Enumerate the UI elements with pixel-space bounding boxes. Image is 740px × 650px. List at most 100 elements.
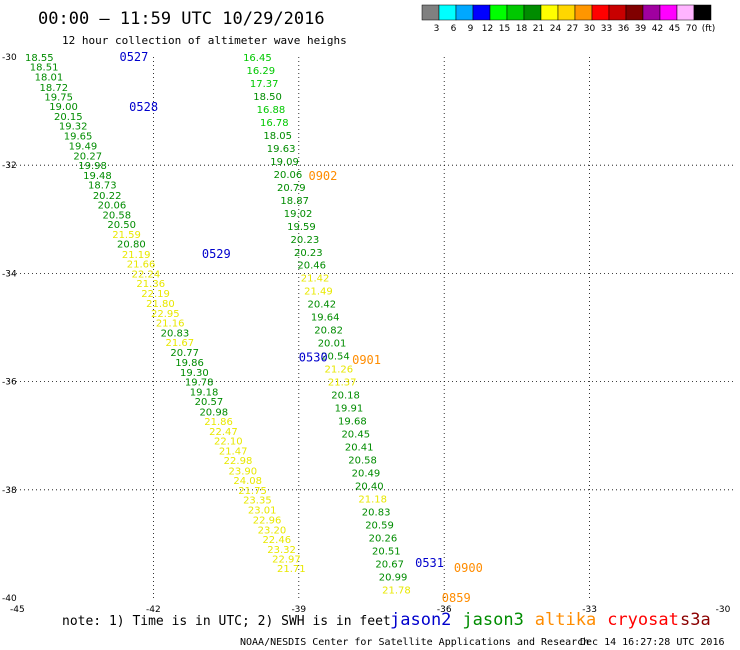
chart-title: 00:00 — 11:59 UTC 10/29/2016 bbox=[38, 9, 325, 29]
wave-height-label: 22.10 bbox=[214, 437, 243, 448]
wave-height-label: 20.83 bbox=[161, 328, 190, 339]
wave-height-label: 19.00 bbox=[49, 102, 78, 113]
legend-entry: jason2 bbox=[390, 610, 451, 630]
track-time-label: 0530 bbox=[299, 350, 328, 364]
wave-height-label: 19.49 bbox=[69, 142, 98, 153]
color-scale-label: 33 bbox=[601, 24, 612, 34]
wave-height-label: 21.59 bbox=[112, 230, 141, 241]
wave-height-label: 16.78 bbox=[260, 118, 289, 129]
legend-entry: s3a bbox=[680, 610, 711, 630]
wave-height-label: 16.88 bbox=[257, 105, 286, 116]
wave-height-label: 21.37 bbox=[328, 378, 357, 389]
wave-height-label: 21.66 bbox=[127, 260, 156, 271]
color-scale-swatch bbox=[676, 4, 695, 21]
axis-ticks: -30 -32 -34 -36 -38 -40-45 -42 -39 -36 -33 -30 bbox=[2, 53, 731, 615]
wave-height-label: 21.78 bbox=[382, 585, 411, 596]
color-scale-swatch bbox=[693, 4, 712, 21]
wave-height-label: 19.18 bbox=[190, 387, 219, 398]
wave-height-label: 20.58 bbox=[348, 456, 377, 467]
wave-height-label: 24.08 bbox=[233, 476, 262, 487]
color-scale-swatch bbox=[489, 4, 508, 21]
wave-height-label: 20.57 bbox=[195, 397, 224, 408]
wave-height-label: 22.24 bbox=[132, 269, 161, 280]
wave-height-label: 20.45 bbox=[341, 430, 370, 441]
wave-height-label: 22.96 bbox=[253, 516, 282, 527]
color-scale-label: 39 bbox=[635, 24, 647, 34]
wave-height-label: 19.75 bbox=[44, 92, 73, 103]
color-scale-label: 45 bbox=[669, 24, 680, 34]
wave-height-label: 21.49 bbox=[304, 287, 333, 298]
wave-height-label: 21.75 bbox=[238, 486, 267, 497]
color-scale-label: 42 bbox=[652, 24, 663, 34]
wave-height-label: 19.91 bbox=[335, 404, 364, 415]
color-scale-label: 70 bbox=[686, 24, 698, 34]
color-scale-label: 30 bbox=[584, 24, 596, 34]
wave-height-label: 19.63 bbox=[267, 144, 296, 155]
color-scale-label: 27 bbox=[567, 24, 578, 34]
track-time-label: 0527 bbox=[119, 50, 148, 64]
color-scale-swatch bbox=[455, 4, 474, 21]
y-tick-label: -40 bbox=[2, 594, 17, 604]
wave-height-label: 20.26 bbox=[369, 533, 398, 544]
track-time-label: 0901 bbox=[352, 353, 381, 367]
track-time-labels: 0527 0528 0529 0530 0531 0902 0901 0900 0859 bbox=[119, 50, 482, 605]
wave-height-label: 19.64 bbox=[311, 313, 340, 324]
wave-height-label: 19.86 bbox=[175, 358, 204, 369]
track-time-label: 0902 bbox=[308, 169, 337, 183]
wave-height-label: 21.67 bbox=[166, 338, 195, 349]
color-scale-label: 3 bbox=[434, 24, 440, 34]
color-scale-swatch bbox=[659, 4, 678, 21]
color-scale-label: (ft) bbox=[702, 24, 716, 34]
wave-height-label: 21.86 bbox=[204, 417, 233, 428]
color-scale-label: 12 bbox=[482, 24, 493, 34]
wave-height-label: 19.09 bbox=[270, 157, 299, 168]
color-scale-swatch bbox=[574, 4, 593, 21]
track-time-label: 0859 bbox=[442, 591, 471, 605]
wave-height-label: 21.80 bbox=[146, 299, 175, 310]
wave-height-label: 21.26 bbox=[324, 365, 353, 376]
wave-height-label: 22.46 bbox=[262, 535, 291, 546]
wave-height-label: 20.23 bbox=[291, 235, 320, 246]
track-time-label: 0900 bbox=[454, 561, 483, 575]
x-tick-label: -39 bbox=[291, 605, 306, 615]
timestamp-text: Dec 14 16:27:28 UTC 2016 bbox=[580, 637, 725, 648]
satellite-legend: jason2 jason3 altika cryosat s3a bbox=[390, 610, 711, 630]
wave-height-label: 20.46 bbox=[297, 261, 326, 272]
wave-height-label: 20.06 bbox=[274, 170, 303, 181]
color-scale-label: 24 bbox=[550, 24, 562, 34]
wave-height-label: 19.02 bbox=[284, 209, 313, 220]
wave-height-label: 18.55 bbox=[25, 53, 54, 64]
wave-height-label: 21.19 bbox=[122, 250, 151, 261]
wave-height-label: 18.51 bbox=[30, 63, 59, 74]
x-tick-label: -42 bbox=[146, 605, 161, 615]
wave-height-label: 22.97 bbox=[272, 555, 301, 566]
wave-height-label: 21.71 bbox=[277, 564, 306, 575]
wave-height-label: 22.98 bbox=[224, 456, 253, 467]
wave-height-label: 20.77 bbox=[170, 348, 199, 359]
track-time-label: 0528 bbox=[129, 100, 158, 114]
wave-height-label: 20.54 bbox=[321, 352, 350, 363]
wave-height-label: 23.32 bbox=[267, 545, 296, 556]
legend-entry: jason3 bbox=[462, 610, 523, 630]
wave-height-label: 23.20 bbox=[258, 525, 287, 536]
wave-height-label: 23.90 bbox=[229, 466, 258, 477]
track-time-label: 0529 bbox=[202, 247, 231, 261]
wave-height-label: 20.98 bbox=[199, 407, 228, 418]
color-scale-swatch bbox=[642, 4, 661, 21]
wave-height-label: 19.59 bbox=[287, 222, 316, 233]
wave-height-label: 19.78 bbox=[185, 378, 214, 389]
wave-height-label: 20.42 bbox=[308, 300, 337, 311]
wave-height-label: 22.19 bbox=[141, 289, 170, 300]
color-scale-label: 9 bbox=[468, 24, 474, 34]
wave-height-label: 19.30 bbox=[180, 368, 209, 379]
color-scale-swatch bbox=[506, 4, 525, 21]
color-scale-label: 18 bbox=[516, 24, 528, 34]
color-scale-swatch bbox=[540, 4, 559, 21]
wave-height-label: 18.87 bbox=[280, 196, 309, 207]
x-tick-label: -36 bbox=[437, 605, 452, 615]
wave-height-label: 20.51 bbox=[372, 546, 401, 557]
color-scale-label: 21 bbox=[533, 24, 544, 34]
wave-height-label: 20.01 bbox=[318, 339, 347, 350]
